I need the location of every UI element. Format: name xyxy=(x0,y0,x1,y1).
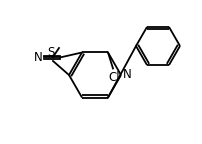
Text: Cl: Cl xyxy=(108,71,120,85)
Text: N: N xyxy=(123,69,132,82)
Text: S: S xyxy=(47,46,55,59)
Text: N: N xyxy=(34,51,43,64)
